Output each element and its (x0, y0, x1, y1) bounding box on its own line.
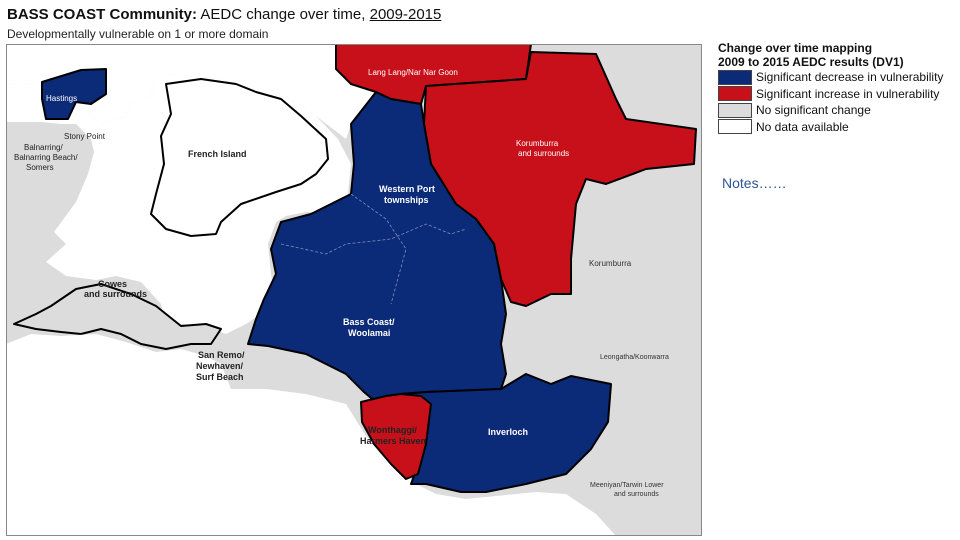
french-island (150, 78, 329, 237)
label-korumburra: Korumburra (589, 259, 632, 268)
label-balnarring-3: Somers (26, 163, 54, 172)
label-korumburra-top2: and surrounds (518, 149, 569, 158)
label-western-port-2: townships (384, 195, 429, 205)
legend-label: Significant decrease in vulnerability (756, 70, 944, 85)
title-bold: BASS COAST Community: (7, 6, 198, 23)
label-western-port-1: Western Port (379, 184, 435, 194)
label-san-remo-2: Newhaven/ (196, 361, 244, 371)
legend-swatch (718, 86, 752, 102)
label-hastings: Hastings (46, 94, 77, 103)
legend-label: No data available (756, 119, 849, 134)
legend-title-2: 2009 to 2015 AEDC results (DV1) (718, 55, 904, 69)
region-wonthaggi (360, 393, 432, 480)
label-french-island: French Island (188, 149, 247, 159)
legend-title-1: Change over time mapping (718, 41, 873, 55)
notes-text: Notes…… (722, 175, 787, 191)
label-stony-point: Stony Point (64, 132, 106, 141)
label-wonthaggi-2: Harmers Haven (360, 436, 426, 446)
label-balnarring-1: Balnarring/ (24, 143, 63, 152)
label-korumburra-top: Korumburra (516, 139, 559, 148)
label-san-remo-1: San Remo/ (198, 350, 245, 360)
label-wonthaggi-1: Wonthaggi/ (368, 425, 417, 435)
label-meeniyan-2: and surrounds (614, 491, 659, 498)
southern-ocean (6, 334, 616, 536)
top-water (6, 44, 381, 139)
label-san-remo-3: Surf Beach (196, 372, 244, 382)
label-bass-coast-1: Bass Coast/ (343, 317, 395, 327)
legend-item: Significant decrease in vulnerability (718, 69, 954, 86)
inner-boundary (280, 193, 467, 305)
change-map: Hastings Lang Lang/Nar Nar Goon Korumbur… (6, 44, 702, 536)
label-bass-coast-2: Woolamai (348, 328, 390, 338)
map-svg: Hastings Lang Lang/Nar Nar Goon Korumbur… (6, 44, 702, 536)
phillip-island (13, 283, 222, 350)
title-years: 2009-2015 (369, 6, 442, 23)
legend-swatch (718, 69, 752, 85)
legend-item: No data available (718, 119, 954, 136)
page-title: BASS COAST Community: AEDC change over t… (7, 6, 441, 23)
label-leongatha: Leongatha/Koonwarra (600, 354, 669, 361)
label-inverloch: Inverloch (488, 427, 528, 437)
map-legend: Change over time mapping 2009 to 2015 AE… (718, 41, 954, 135)
legend-item: Significant increase in vulnerability (718, 86, 954, 103)
legend-swatch (718, 102, 752, 118)
legend-swatch (718, 119, 752, 135)
label-cowes-1: Cowes (98, 279, 127, 289)
page-subtitle: Developmentally vulnerable on 1 or more … (7, 27, 269, 41)
map-frame (6, 44, 702, 536)
label-lang-lang: Lang Lang/Nar Nar Goon (368, 68, 458, 77)
legend-item: No significant change (718, 102, 954, 119)
region-inverloch (400, 373, 612, 493)
title-rest: AEDC change over time, (197, 6, 370, 23)
label-cowes-2: and surrounds (84, 289, 147, 299)
label-meeniyan-1: Meeniyan/Tarwin Lower (590, 482, 664, 489)
label-balnarring-2: Balnarring Beach/ (14, 153, 78, 162)
region-hastings (41, 68, 107, 120)
legend-label: Significant increase in vulnerability (756, 86, 940, 101)
legend-label: No significant change (756, 103, 871, 118)
